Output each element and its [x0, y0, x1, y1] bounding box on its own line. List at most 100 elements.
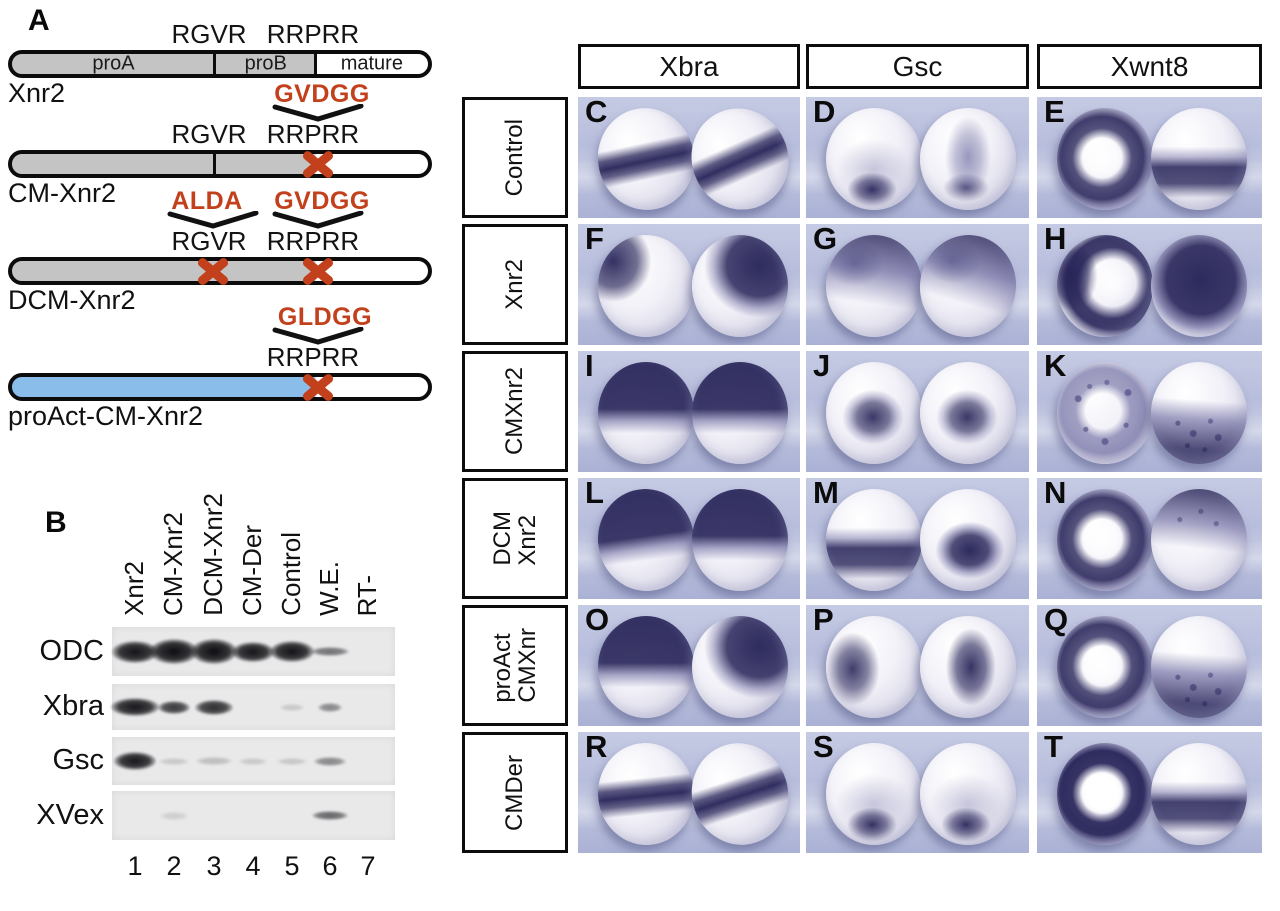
panel-letter: E [1044, 97, 1065, 129]
embryo [826, 235, 922, 337]
embryo [920, 108, 1016, 210]
row-label-text: proAct CMXnr [488, 628, 541, 703]
gel-band [150, 639, 198, 664]
construct-bar [8, 373, 432, 401]
panel-letter: R [585, 732, 608, 764]
gel-band [314, 756, 346, 766]
embryo-panel: C [578, 97, 800, 218]
embryo [826, 743, 922, 845]
embryo [1057, 362, 1153, 464]
gene-label: XVex [36, 798, 104, 831]
lane-number: 2 [166, 851, 182, 881]
gel-band [114, 752, 156, 770]
construct-name: Xnr2 [8, 78, 66, 108]
cleavage-site-label: RGVR [171, 19, 247, 49]
gel-strip [112, 737, 395, 785]
embryo-panel: L [578, 478, 800, 599]
embryo [826, 489, 922, 591]
row-label-text: Control [501, 118, 529, 197]
embryo [678, 732, 800, 853]
gel-band [158, 700, 190, 714]
embryo [920, 743, 1016, 845]
row-label-line: proAct [488, 633, 516, 703]
gel-band [232, 641, 274, 662]
lane-label: Xnr2 [117, 450, 153, 616]
column-header: Xwnt8 [1037, 44, 1262, 89]
row-label-line: Xnr2 [501, 259, 529, 310]
row-label: Control [462, 97, 568, 218]
embryo-panel: J [806, 351, 1029, 472]
segment-label: mature [340, 52, 403, 75]
lane-label-text: DCM-Xnr2 [198, 493, 229, 616]
panel-letter: C [585, 97, 608, 129]
mutation-residue-label: GVDGG [274, 187, 370, 215]
column-header: Xbra [578, 44, 800, 89]
chevron-pointer-icon [272, 103, 364, 122]
embryo-panel: Q [1037, 605, 1262, 726]
panel-letter: S [813, 732, 834, 764]
mutation-residue-label: GLDGG [277, 303, 373, 331]
panel-letter: M [813, 478, 839, 510]
embryo [1057, 235, 1153, 337]
embryo [920, 616, 1016, 718]
row-label-line: Control [501, 118, 529, 197]
gene-label: Gsc [52, 744, 104, 776]
chevron-pointer-icon [272, 326, 364, 345]
lane-label: CM-Xnr2 [156, 450, 192, 616]
row-label-line: CMXnr2 [501, 367, 529, 456]
lane-label-text: CM-Der [237, 525, 268, 616]
panel-letter: G [813, 224, 838, 256]
segment-divider [313, 54, 317, 74]
x-mark-icon [300, 369, 336, 405]
row-label-line: CMDer [501, 754, 529, 831]
embryo-panel: K [1037, 351, 1262, 472]
row-label: CMXnr2 [462, 351, 568, 472]
x-mark-icon [195, 253, 231, 289]
embryo [598, 616, 694, 718]
gel-band [160, 811, 188, 820]
embryo-panel: R [578, 732, 800, 853]
row-label-text: Xnr2 [501, 259, 529, 310]
gel-band [159, 757, 189, 765]
panel-letter: L [585, 478, 604, 510]
cleavage-site-label: RRPRR [266, 226, 360, 256]
cleavage-site-label: RRPRR [266, 342, 360, 372]
lane-label: Control [274, 450, 310, 616]
panel-letter: D [813, 97, 836, 129]
embryo [692, 362, 788, 464]
construct-name: CM-Xnr2 [8, 178, 117, 208]
gel-strip [112, 791, 395, 840]
panel-letter: J [813, 351, 831, 383]
embryo [826, 362, 922, 464]
lane-number: 6 [322, 851, 338, 881]
mutation-residue-label: ALDA [171, 187, 243, 215]
gel-band [312, 811, 348, 820]
embryo-panel: T [1037, 732, 1262, 853]
row-label-line: CMXnr [514, 628, 541, 703]
row-label: proAct CMXnr [462, 605, 568, 726]
embryo-panel: O [578, 605, 800, 726]
row-label: CMDer [462, 732, 568, 853]
cleavage-site-label: RGVR [171, 119, 247, 149]
segment-label: proA [92, 52, 135, 75]
lane-label: CM-Der [235, 450, 271, 616]
gel-band [195, 699, 233, 715]
embryo-panel: D [806, 97, 1029, 218]
construct-bar [8, 150, 432, 178]
lane-label-text: CM-Xnr2 [158, 511, 189, 616]
row-label-text: CMDer [501, 754, 529, 831]
lane-number: 5 [284, 851, 300, 881]
embryo [1057, 743, 1153, 845]
panel-b-label: B [45, 506, 67, 539]
column-header: Gsc [806, 44, 1029, 89]
embryo-panel: N [1037, 478, 1262, 599]
row-label: DCM Xnr2 [462, 478, 568, 599]
segment-divider [213, 154, 216, 174]
chevron-pointer-icon [272, 210, 364, 229]
embryo [1151, 362, 1247, 464]
panel-letter: K [1044, 351, 1067, 383]
lane-label-text: Xnr2 [119, 561, 150, 616]
gel-strip [111, 684, 395, 730]
embryo [675, 97, 800, 218]
embryo [1151, 235, 1247, 337]
